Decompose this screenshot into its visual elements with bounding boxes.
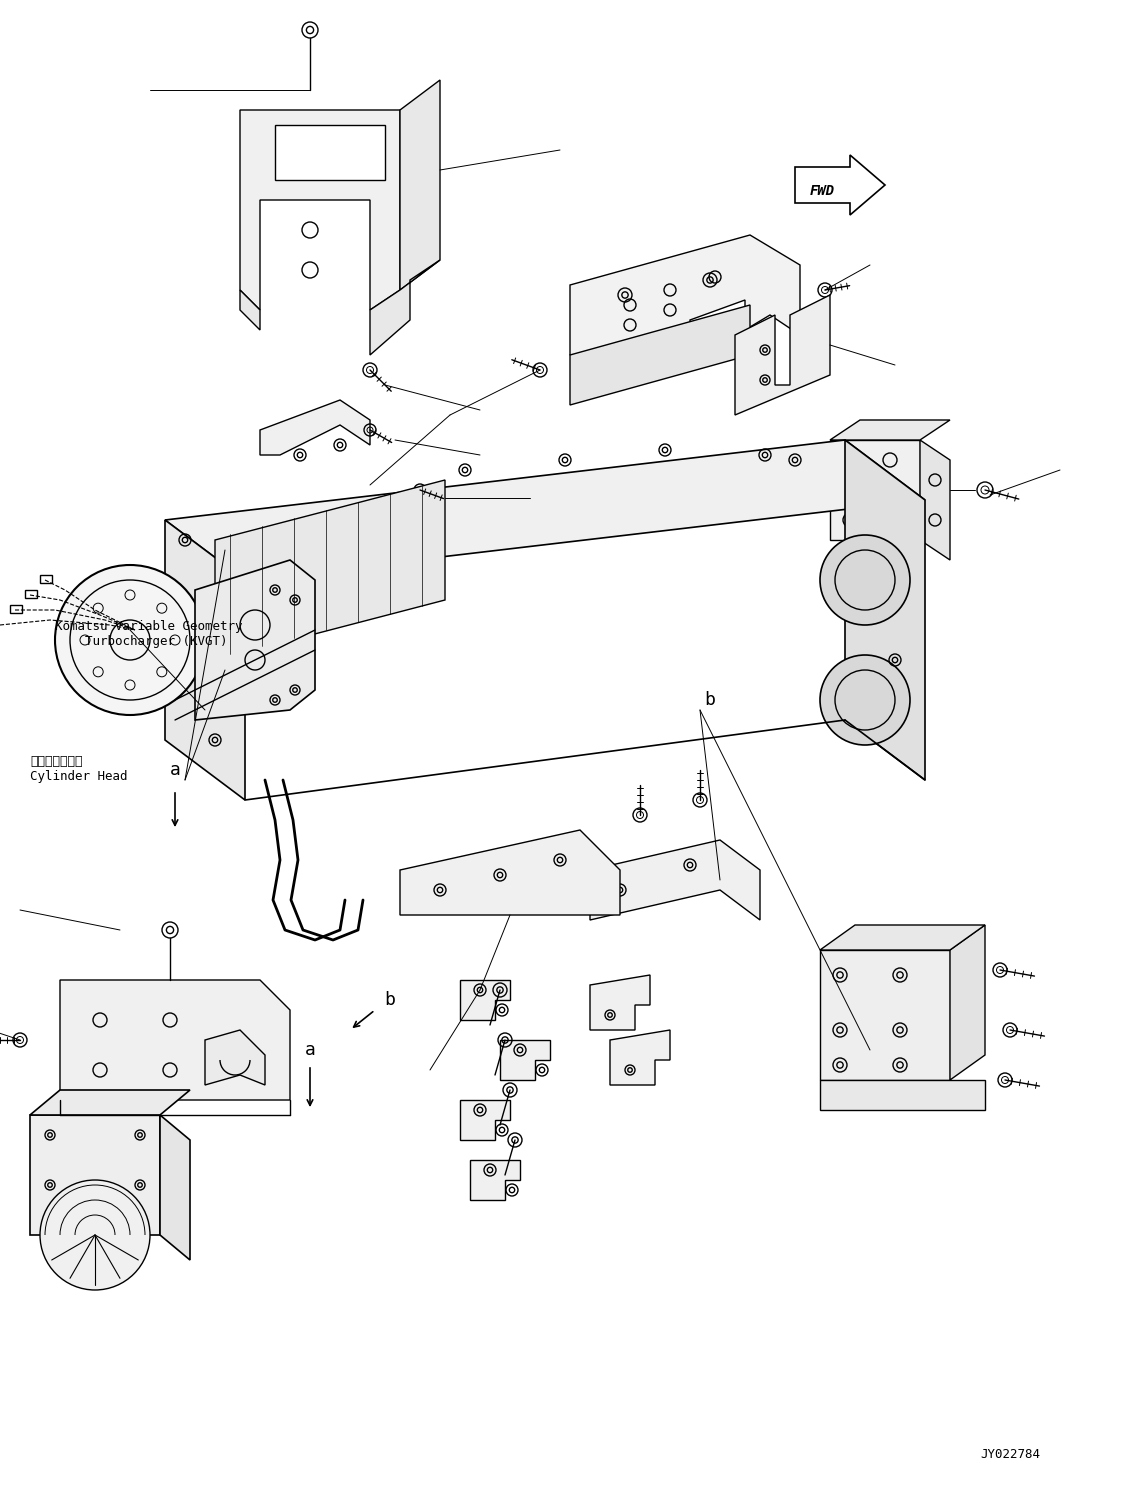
Text: FWD: FWD bbox=[810, 184, 835, 198]
Circle shape bbox=[40, 1180, 150, 1291]
Text: a: a bbox=[305, 1041, 315, 1059]
Polygon shape bbox=[735, 295, 830, 415]
Polygon shape bbox=[920, 440, 950, 560]
Text: b: b bbox=[385, 991, 395, 1009]
Polygon shape bbox=[590, 974, 650, 1029]
Bar bbox=[25, 589, 37, 598]
Text: a: a bbox=[170, 761, 180, 779]
Polygon shape bbox=[205, 1029, 265, 1085]
Polygon shape bbox=[500, 1040, 550, 1080]
Polygon shape bbox=[400, 81, 440, 289]
Polygon shape bbox=[821, 1080, 986, 1110]
Polygon shape bbox=[370, 260, 440, 355]
Circle shape bbox=[821, 536, 910, 625]
Circle shape bbox=[55, 565, 205, 715]
Polygon shape bbox=[165, 521, 245, 800]
Polygon shape bbox=[460, 1100, 510, 1140]
Text: Komatsu Variable Geometry
    Turbocharger (KVGT): Komatsu Variable Geometry Turbocharger (… bbox=[55, 621, 243, 648]
Polygon shape bbox=[215, 480, 445, 659]
Polygon shape bbox=[165, 440, 925, 580]
Bar bbox=[275, 125, 385, 181]
Polygon shape bbox=[260, 400, 370, 455]
Bar bbox=[10, 604, 22, 613]
Text: b: b bbox=[705, 691, 715, 709]
Polygon shape bbox=[821, 925, 986, 950]
Circle shape bbox=[821, 655, 910, 745]
Polygon shape bbox=[610, 1029, 670, 1085]
Text: JY022784: JY022784 bbox=[980, 1449, 1041, 1462]
Text: シリンダヘッド
Cylinder Head: シリンダヘッド Cylinder Head bbox=[30, 755, 127, 783]
Polygon shape bbox=[830, 440, 920, 540]
Bar bbox=[40, 574, 52, 583]
Polygon shape bbox=[240, 289, 260, 330]
Polygon shape bbox=[60, 980, 290, 1100]
Polygon shape bbox=[590, 840, 760, 921]
Polygon shape bbox=[195, 560, 315, 721]
Polygon shape bbox=[460, 980, 510, 1021]
Polygon shape bbox=[845, 440, 925, 780]
Polygon shape bbox=[400, 830, 620, 915]
Polygon shape bbox=[821, 950, 950, 1080]
Polygon shape bbox=[160, 1115, 190, 1261]
Polygon shape bbox=[30, 1115, 160, 1235]
Polygon shape bbox=[470, 1159, 520, 1200]
Polygon shape bbox=[950, 925, 986, 1080]
Polygon shape bbox=[830, 421, 950, 440]
Polygon shape bbox=[240, 110, 400, 310]
Polygon shape bbox=[795, 155, 885, 215]
Polygon shape bbox=[30, 1091, 190, 1115]
Polygon shape bbox=[570, 304, 749, 404]
Polygon shape bbox=[570, 236, 800, 355]
